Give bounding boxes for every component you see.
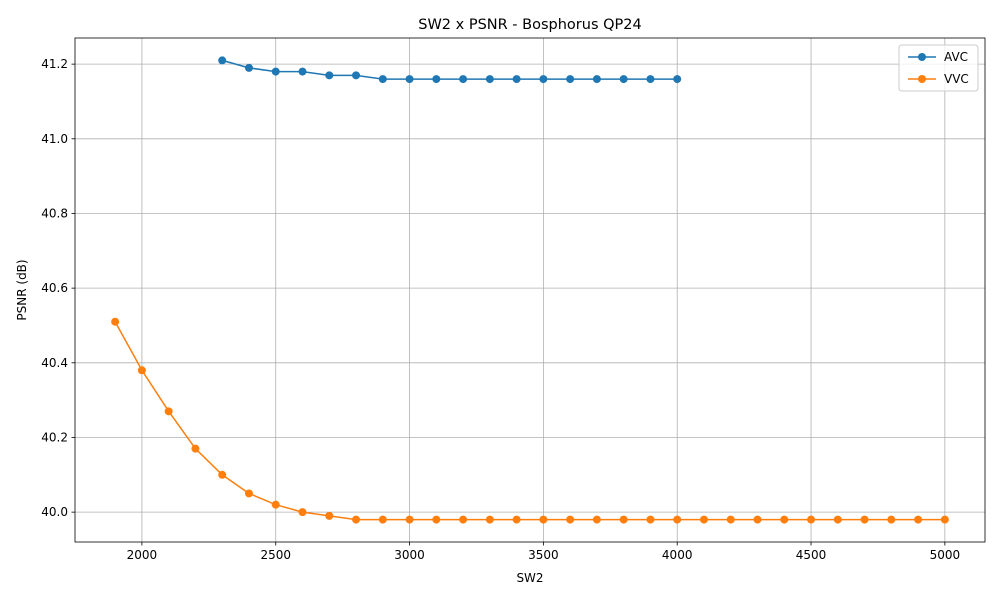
series-avc-point — [619, 75, 628, 84]
series-vvc-point — [164, 407, 173, 416]
series-avc-point — [218, 56, 227, 65]
series-vvc-point — [619, 515, 628, 524]
y-tick-label: 40.2 — [41, 430, 68, 444]
x-axis-label: SW2 — [516, 571, 543, 585]
legend: AVC VVC — [898, 44, 979, 92]
series-vvc-point — [833, 515, 842, 524]
series-avc-point — [271, 67, 280, 76]
grid — [75, 38, 985, 542]
series-vvc-point — [673, 515, 682, 524]
series-vvc-point — [860, 515, 869, 524]
x-tick-label: 4500 — [796, 548, 827, 562]
legend-vvc-label: VVC — [944, 72, 969, 86]
series-vvc-point — [699, 515, 708, 524]
series-vvc-point — [887, 515, 896, 524]
legend-avc-marker — [918, 53, 926, 61]
series-avc-point — [325, 71, 334, 80]
series-vvc-point — [244, 489, 253, 498]
series-vvc-point — [111, 317, 120, 326]
series-vvc-point — [940, 515, 949, 524]
x-tick-label: 2000 — [127, 548, 158, 562]
y-tick-label: 41.0 — [41, 132, 68, 146]
series-vvc-point — [566, 515, 575, 524]
series-vvc-point — [512, 515, 521, 524]
series-avc-point — [539, 75, 548, 84]
y-axis-label: PSNR (dB) — [15, 259, 29, 320]
series-avc-point — [244, 63, 253, 72]
y-tick-label: 40.0 — [41, 505, 68, 519]
series-vvc-point — [432, 515, 441, 524]
series-vvc-point — [325, 511, 334, 520]
series-vvc-point — [352, 515, 361, 524]
series-vvc-point — [539, 515, 548, 524]
series-vvc-point — [298, 508, 307, 517]
series-avc-line — [222, 59, 678, 80]
x-tick-label: 5000 — [930, 548, 961, 562]
series-vvc-line — [114, 321, 945, 521]
series-avc-point — [352, 71, 361, 80]
x-tick-label: 3000 — [394, 548, 425, 562]
series-vvc-point — [592, 515, 601, 524]
series-vvc-point — [726, 515, 735, 524]
series-avc — [218, 56, 682, 84]
plot-frame — [74, 37, 986, 543]
series-vvc-point — [780, 515, 789, 524]
series-avc-point — [646, 75, 655, 84]
series-avc-point — [566, 75, 575, 84]
series-avc-point — [405, 75, 414, 84]
y-tick-label: 40.4 — [41, 356, 68, 370]
legend-vvc-marker — [918, 75, 926, 83]
series-avc-point — [512, 75, 521, 84]
series-vvc-point — [646, 515, 655, 524]
y-tick-label: 40.8 — [41, 206, 68, 220]
series-vvc-point — [218, 470, 227, 479]
x-tick-label: 4000 — [662, 548, 693, 562]
x-tick-label: 3500 — [528, 548, 559, 562]
series-vvc-point — [191, 444, 200, 453]
series-avc-point — [459, 75, 468, 84]
series-vvc-point — [459, 515, 468, 524]
x-tick-label: 2500 — [260, 548, 291, 562]
series-layer — [111, 56, 949, 524]
legend-avc-label: AVC — [944, 50, 968, 64]
series-avc-point — [485, 75, 494, 84]
y-axis: 40.0 40.2 40.4 40.6 40.8 41.0 41.2 — [41, 57, 75, 519]
series-vvc-point — [485, 515, 494, 524]
series-avc-point — [378, 75, 387, 84]
x-axis: 2000 2500 3000 3500 4000 4500 5000 — [127, 542, 960, 562]
series-vvc-point — [807, 515, 816, 524]
y-tick-label: 41.2 — [41, 57, 68, 71]
series-vvc — [111, 317, 949, 524]
series-avc-point — [298, 67, 307, 76]
series-vvc-point — [405, 515, 414, 524]
series-vvc-point — [914, 515, 923, 524]
series-vvc-point — [137, 366, 146, 375]
series-vvc-point — [271, 500, 280, 509]
series-avc-point — [592, 75, 601, 84]
chart-title: SW2 x PSNR - Bosphorus QP24 — [418, 17, 641, 33]
series-vvc-point — [378, 515, 387, 524]
series-avc-point — [673, 75, 682, 84]
series-vvc-point — [753, 515, 762, 524]
series-avc-point — [432, 75, 441, 84]
y-tick-label: 40.6 — [41, 281, 68, 295]
